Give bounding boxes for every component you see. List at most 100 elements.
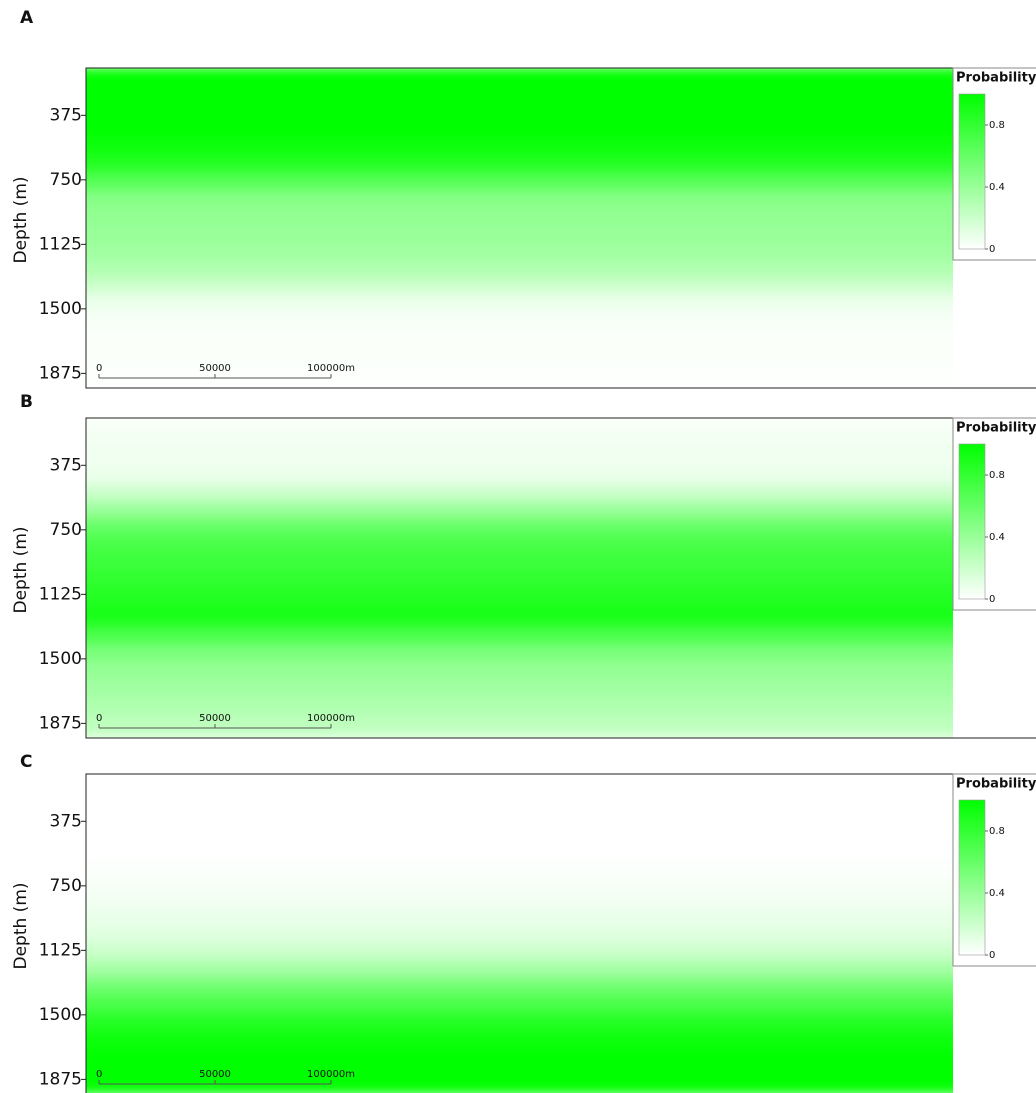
y-tick-label: 1500 <box>39 649 82 669</box>
scale-label: 100000m <box>307 713 355 724</box>
heat-row <box>86 68 953 87</box>
heat-row <box>86 417 953 436</box>
colorbar-tick-label: 0.4 <box>989 182 1005 193</box>
heat-row <box>86 554 953 574</box>
heat-row <box>86 520 953 540</box>
heat-row <box>86 979 953 999</box>
y-tick-label: 1875 <box>39 363 82 383</box>
heat-row <box>86 1082 953 1093</box>
heat-row <box>86 1048 953 1068</box>
colorbar <box>958 443 986 600</box>
y-axis-title: Depth (m) <box>11 526 31 613</box>
y-tick-label: 1500 <box>39 299 82 319</box>
heat-row <box>86 773 953 792</box>
heat-row <box>86 842 953 861</box>
colorbar <box>958 93 986 250</box>
panel-label: B <box>20 392 33 412</box>
colorbar-tick-label: 0 <box>989 244 995 255</box>
panel-label: C <box>20 752 32 772</box>
heatmap <box>86 68 953 389</box>
heat-row <box>86 377 953 389</box>
colorbar-tick-label: 0 <box>989 594 995 605</box>
heat-row <box>86 170 953 190</box>
panel: B 375 750 1125 1500 1875 Depth (m) Probability 0… <box>11 392 1036 739</box>
heat-row <box>86 153 953 173</box>
y-tick-label: 1500 <box>39 1005 82 1025</box>
heat-row <box>86 84 953 104</box>
y-tick-label: 1125 <box>39 584 82 604</box>
heat-row <box>86 290 953 310</box>
heat-row <box>86 640 953 660</box>
heat-row <box>86 135 953 156</box>
colorbar-title: Probability <box>956 777 1036 792</box>
plot-frame <box>85 773 1036 1093</box>
y-tick-label: 750 <box>50 520 82 540</box>
colorbar-title: Probability <box>956 421 1036 436</box>
colorbar-title: Probability <box>956 71 1036 86</box>
heat-row <box>86 996 953 1016</box>
heat-row <box>86 790 953 809</box>
heat-row <box>86 893 953 913</box>
heat-row <box>86 221 953 242</box>
heat-row <box>86 325 953 344</box>
heat-row <box>86 825 953 844</box>
heat-row <box>86 308 953 327</box>
y-tick-label: 750 <box>50 170 82 190</box>
heat-row <box>86 606 953 626</box>
colorbar <box>958 799 986 956</box>
heat-row <box>86 589 953 609</box>
y-tick-label: 375 <box>50 455 82 475</box>
scale-label: 100000m <box>307 363 355 374</box>
heat-row <box>86 537 953 557</box>
scale-label: 50000 <box>199 1069 231 1080</box>
heatmap <box>86 417 953 738</box>
y-tick-label: 1875 <box>39 713 82 733</box>
panel: A 375 750 1125 1500 1875 Depth (m) Probability 0… <box>11 8 1036 389</box>
heat-row <box>86 675 953 695</box>
heat-row <box>86 571 953 592</box>
heat-row <box>86 451 953 471</box>
scale-label: 0 <box>96 363 102 374</box>
colorbar-tick-label: 0.8 <box>989 826 1005 837</box>
heat-row <box>86 239 953 259</box>
colorbar-tick-label: 0.4 <box>989 532 1005 543</box>
heat-row <box>86 503 953 523</box>
heat-row <box>86 859 953 878</box>
y-tick-label: 375 <box>50 811 82 831</box>
plot-frame <box>85 67 1036 389</box>
heat-row <box>86 101 953 121</box>
y-tick-label: 1875 <box>39 1069 82 1089</box>
heat-row <box>86 910 953 930</box>
scale-label: 100000m <box>307 1069 355 1080</box>
heat-row <box>86 1013 953 1034</box>
colorbar-tick-label: 0.4 <box>989 888 1005 899</box>
panel: C 375 750 1125 1500 1875 Depth (m) Probability 0… <box>11 752 1036 1093</box>
heat-row <box>86 945 953 965</box>
heat-row <box>86 962 953 982</box>
scale-label: 50000 <box>199 713 231 724</box>
scale-label: 50000 <box>199 363 231 374</box>
y-tick-label: 1125 <box>39 940 82 960</box>
heat-row <box>86 927 953 948</box>
heat-row <box>86 726 953 738</box>
heat-row <box>86 657 953 678</box>
y-axis-title: Depth (m) <box>11 882 31 969</box>
heat-row <box>86 118 953 138</box>
heatmap <box>86 773 953 1093</box>
heat-row <box>86 187 953 207</box>
heat-row <box>86 1031 953 1051</box>
y-axis-title: Depth (m) <box>11 176 31 263</box>
heat-row <box>86 1065 953 1085</box>
heat-row <box>86 485 953 506</box>
colorbar-tick-label: 0 <box>989 950 995 961</box>
colorbar-tick-label: 0.8 <box>989 470 1005 481</box>
y-tick-label: 750 <box>50 876 82 896</box>
y-tick-label: 1125 <box>39 234 82 254</box>
y-tick-label: 375 <box>50 105 82 125</box>
heat-row <box>86 273 953 293</box>
panel-label: A <box>20 8 34 28</box>
heat-row <box>86 876 953 895</box>
heat-row <box>86 468 953 488</box>
heat-row <box>86 692 953 712</box>
